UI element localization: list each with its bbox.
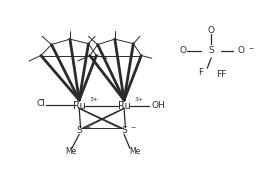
Text: Me: Me [129, 147, 140, 157]
Text: −: − [85, 124, 90, 129]
Text: O: O [238, 46, 245, 56]
Text: 3+: 3+ [89, 97, 98, 102]
Text: Ru: Ru [73, 101, 86, 110]
Text: S: S [208, 46, 214, 56]
Text: O: O [179, 46, 186, 56]
Text: 3+: 3+ [134, 97, 143, 102]
Text: OH: OH [151, 101, 165, 110]
Text: O: O [208, 25, 215, 35]
Text: F: F [199, 68, 204, 77]
Text: S: S [121, 126, 127, 135]
Text: −: − [249, 45, 254, 50]
Text: −: − [130, 124, 135, 129]
Text: S: S [76, 126, 82, 135]
Text: FF: FF [216, 70, 226, 79]
Text: Cl: Cl [36, 99, 45, 108]
Text: −: − [38, 98, 44, 103]
Text: Ru: Ru [118, 101, 130, 110]
Text: Me: Me [66, 147, 77, 157]
